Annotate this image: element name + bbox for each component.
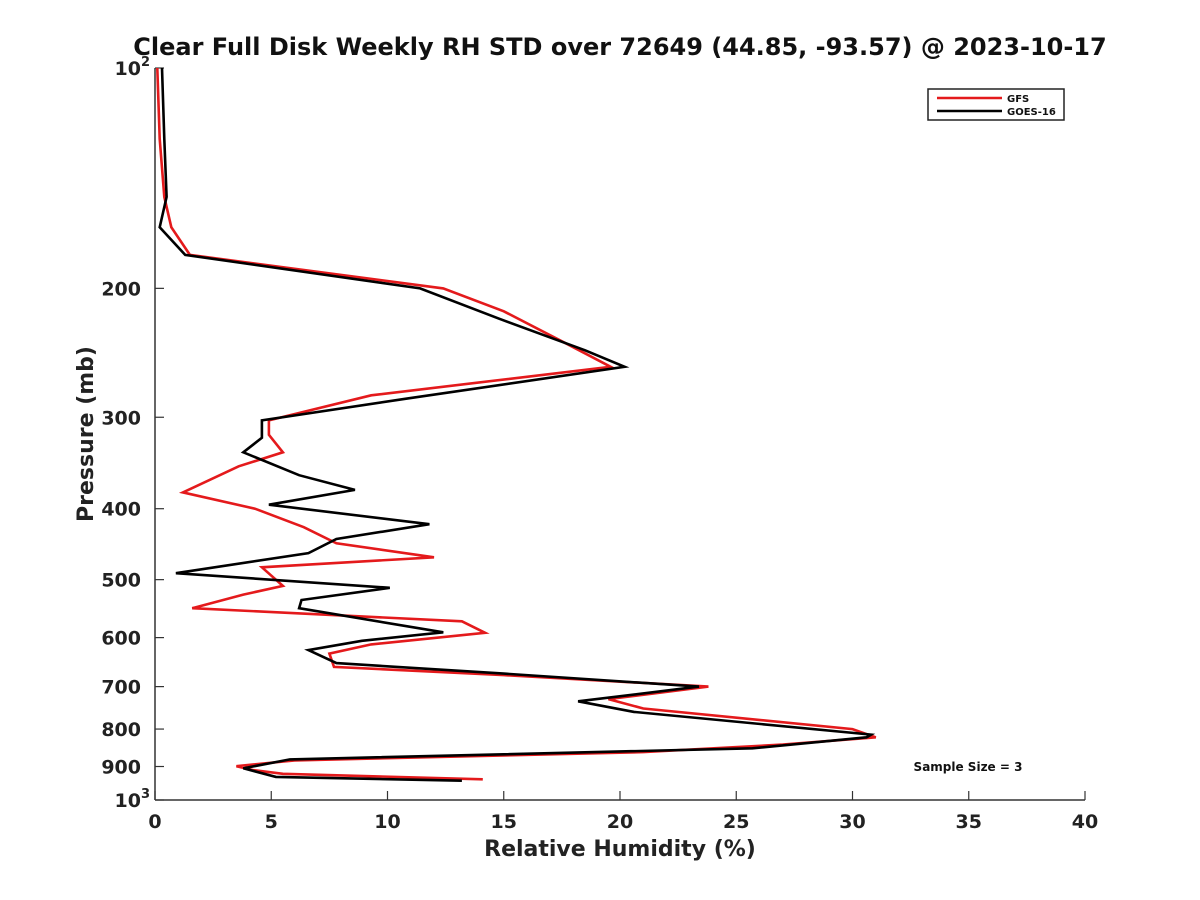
- y-tick-label: 200: [101, 278, 141, 300]
- y-tick-label: 400: [101, 499, 141, 521]
- y-tick-label: 600: [101, 628, 141, 650]
- x-tick-label: 35: [956, 811, 982, 833]
- x-tick-label: 30: [839, 811, 865, 833]
- y-tick-label: 500: [101, 570, 141, 592]
- legend: GFS GOES-16: [927, 88, 1065, 121]
- x-tick-label: 15: [491, 811, 517, 833]
- sample-size-annotation: Sample Size = 3: [914, 760, 1023, 774]
- x-tick-label: 40: [1072, 811, 1098, 833]
- chart-title: Clear Full Disk Weekly RH STD over 72649…: [133, 33, 1106, 61]
- y-axis-label: Pressure (mb): [74, 346, 99, 522]
- legend-items: GFS GOES-16: [937, 94, 1056, 118]
- legend-label: GFS: [1007, 94, 1029, 105]
- y-tick-label: 700: [101, 677, 141, 699]
- x-tick-label: 20: [607, 811, 633, 833]
- y-tick-label-base: 10: [115, 790, 141, 812]
- x-tick-label: 5: [265, 811, 278, 833]
- y-tick-label-exponent: 3: [141, 787, 150, 802]
- x-tick-label: 25: [723, 811, 749, 833]
- y-tick-label-exponent: 2: [141, 55, 150, 70]
- y-tick-label: 800: [101, 719, 141, 741]
- series-line-goes-16: [158, 67, 876, 782]
- x-tick-label: 0: [148, 811, 161, 833]
- x-ticks: 0 5 10 15 20 25 30 35 40: [148, 791, 1098, 833]
- y-tick-label: 900: [101, 757, 141, 779]
- legend-label: GOES-16: [1007, 107, 1056, 118]
- y-tick-label: 102: [115, 55, 151, 80]
- x-tick-label: 10: [374, 811, 400, 833]
- x-axis-label: Relative Humidity (%): [484, 837, 756, 862]
- y-tick-label: 300: [101, 407, 141, 429]
- series-layer: [156, 67, 877, 782]
- y-tick-label: 103: [115, 787, 151, 812]
- y-tick-label-base: 10: [115, 58, 141, 80]
- legend-box: [927, 88, 1065, 121]
